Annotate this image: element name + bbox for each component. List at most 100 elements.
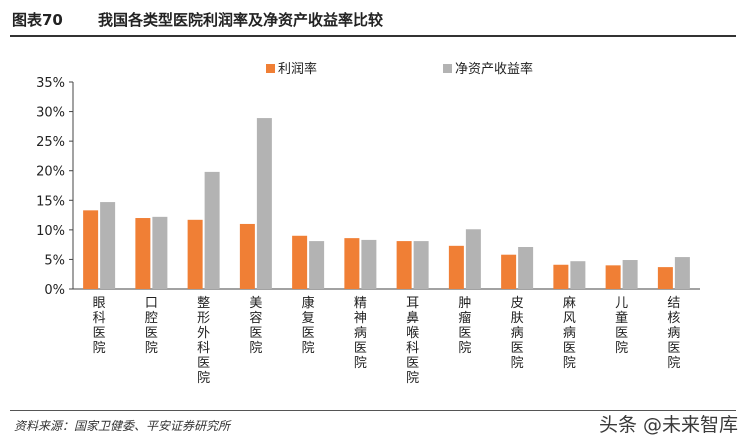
x-tick-label-char: 院 (406, 371, 419, 386)
watermark: 头条 @未来智库 (598, 414, 738, 436)
bar-series2-3 (204, 171, 220, 289)
x-tick-label-char: 眼 (93, 296, 106, 311)
bar-series1-11 (605, 265, 621, 289)
x-tick-label-char: 复 (302, 311, 315, 326)
x-tick-label-char: 核 (667, 311, 680, 326)
x-tick-label-char: 院 (615, 341, 628, 356)
x-tick-label-char: 医 (249, 326, 262, 341)
bar-series2-6 (361, 239, 377, 289)
x-tick-label-char: 医 (458, 326, 471, 341)
x-tick-label-char: 科 (93, 311, 106, 326)
x-tick-label-char: 风 (563, 311, 576, 326)
x-tick-label-char: 肤 (511, 311, 524, 326)
bar-series1-10 (553, 264, 569, 289)
bar-series1-6 (344, 238, 360, 289)
x-tick-label-char: 病 (354, 326, 367, 341)
bar-series1-5 (292, 235, 308, 289)
x-tick-label-char: 病 (511, 326, 524, 341)
x-tick-label-char: 医 (563, 341, 576, 356)
x-tick-label-char: 院 (302, 341, 315, 356)
bar-series2-2 (152, 216, 168, 289)
y-tick-label: 35% (36, 76, 65, 91)
y-tick-label: 25% (36, 135, 65, 150)
footer-rule (10, 410, 736, 411)
bar-series1-1 (83, 210, 99, 289)
bar-series2-9 (518, 247, 534, 289)
x-tick-label-char: 口 (145, 296, 158, 311)
x-tick-label-char: 医 (511, 341, 524, 356)
x-tick-label-char: 院 (249, 341, 262, 356)
bar-series1-8 (448, 245, 464, 289)
legend-swatch-1 (266, 64, 275, 73)
bar-series2-5 (309, 241, 325, 289)
x-tick-label-char: 精 (354, 296, 367, 311)
figure-label: 图表70 (12, 11, 63, 29)
x-tick-label-char: 医 (197, 356, 210, 371)
bar-series2-8 (465, 229, 481, 289)
bar-series2-12 (674, 257, 690, 289)
x-tick-label-char: 整 (197, 296, 210, 311)
x-tick-label-char: 医 (93, 326, 106, 341)
x-tick-label-char: 医 (615, 326, 628, 341)
x-tick-label-char: 院 (197, 371, 210, 386)
x-tick-label-char: 鼻 (406, 310, 419, 326)
x-tick-label-char: 神 (354, 311, 367, 326)
x-tick-label-char: 瘤 (458, 310, 471, 326)
bar-series1-12 (657, 267, 673, 289)
bar-series1-2 (135, 218, 151, 289)
x-tick-label-char: 病 (667, 326, 680, 341)
legend-swatch-2 (443, 64, 452, 73)
x-tick-label-char: 科 (197, 341, 210, 356)
y-tick-label: 0% (44, 283, 65, 298)
bar-chart: 利润率 净资产收益率0%5%10%15%20%25%30%35%眼科医院口腔医院整… (36, 61, 700, 386)
x-tick-label-char: 康 (302, 295, 315, 311)
x-tick-label-char: 外 (197, 326, 210, 341)
y-tick-label: 30% (36, 106, 65, 121)
y-tick-label: 10% (36, 224, 65, 239)
legend-label-2: 净资产收益率 (455, 61, 533, 77)
x-tick-label-char: 医 (354, 341, 367, 356)
x-tick-label-char: 容 (249, 310, 262, 326)
x-tick-label-char: 院 (511, 356, 524, 371)
x-tick-label-char: 耳 (406, 296, 419, 311)
bar-series1-4 (239, 223, 255, 289)
x-tick-label-char: 院 (93, 341, 106, 356)
bar-series2-4 (256, 118, 272, 289)
x-tick-label-char: 医 (145, 326, 158, 341)
bar-series2-7 (413, 241, 429, 289)
x-tick-label-char: 儿 (615, 296, 628, 311)
figure-header: 图表70 我国各类型医院利润率及净资产收益率比较 (0, 0, 748, 38)
bar-series1-7 (396, 241, 412, 289)
chart-title: 我国各类型医院利润率及净资产收益率比较 (98, 11, 384, 29)
legend-label-1: 利润率 (278, 61, 317, 77)
figure-footer: 资料来源：国家卫健委、平安证券研究所 头条 @未来智库 (0, 408, 748, 441)
x-tick-label-char: 病 (563, 326, 576, 341)
x-tick-label-char: 医 (302, 326, 315, 341)
y-tick-label: 5% (44, 253, 65, 268)
x-tick-label-char: 形 (197, 311, 210, 326)
x-tick-label-char: 医 (406, 356, 419, 371)
x-tick-label-char: 院 (145, 341, 158, 356)
y-tick-label: 15% (36, 194, 65, 209)
bar-series2-1 (100, 202, 116, 289)
x-tick-label-char: 美 (249, 296, 262, 311)
bar-series1-3 (187, 219, 203, 289)
x-tick-label-char: 肿 (458, 296, 471, 311)
x-tick-label-char: 院 (458, 341, 471, 356)
x-tick-label-char: 麻 (563, 296, 576, 311)
x-tick-label-char: 医 (667, 341, 680, 356)
x-tick-label-char: 院 (354, 356, 367, 371)
bar-series1-9 (501, 254, 517, 289)
bar-series2-11 (622, 260, 638, 289)
x-tick-label-char: 科 (406, 341, 419, 356)
x-tick-label-char: 皮 (511, 296, 524, 311)
x-tick-label-char: 喉 (406, 326, 419, 341)
x-tick-label-char: 结 (667, 296, 680, 311)
x-tick-label-char: 童 (615, 310, 628, 326)
x-tick-label-char: 腔 (145, 311, 158, 326)
source-note: 资料来源：国家卫健委、平安证券研究所 (14, 419, 231, 433)
y-tick-label: 20% (36, 165, 65, 180)
header-rule (10, 35, 736, 37)
x-tick-label-char: 院 (563, 356, 576, 371)
bar-series2-10 (570, 261, 586, 289)
